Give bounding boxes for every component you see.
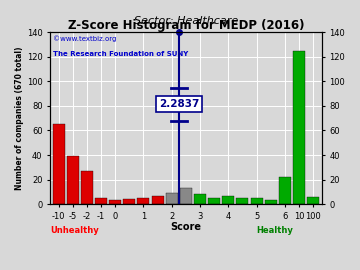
Bar — [109, 200, 121, 204]
Text: ©www.textbiz.org: ©www.textbiz.org — [53, 36, 116, 42]
Bar — [208, 198, 220, 204]
Text: Unhealthy: Unhealthy — [50, 226, 99, 235]
Bar — [53, 124, 65, 204]
Bar — [95, 198, 107, 204]
Bar — [237, 198, 248, 204]
Bar — [123, 199, 135, 204]
Bar — [180, 188, 192, 204]
Bar — [166, 193, 178, 204]
Bar — [222, 195, 234, 204]
Bar — [279, 177, 291, 204]
Bar — [152, 195, 164, 204]
Bar — [194, 194, 206, 204]
Bar — [67, 156, 79, 204]
Text: Sector: Healthcare: Sector: Healthcare — [134, 16, 238, 26]
Bar — [138, 198, 149, 204]
X-axis label: Score: Score — [170, 222, 201, 232]
Bar — [81, 171, 93, 204]
Y-axis label: Number of companies (670 total): Number of companies (670 total) — [15, 46, 24, 190]
Title: Z-Score Histogram for MEDP (2016): Z-Score Histogram for MEDP (2016) — [68, 19, 304, 32]
Text: The Research Foundation of SUNY: The Research Foundation of SUNY — [53, 51, 188, 57]
Bar — [307, 197, 319, 204]
Text: 2.2837: 2.2837 — [159, 99, 199, 109]
Text: Healthy: Healthy — [256, 226, 293, 235]
Bar — [251, 198, 262, 204]
Bar — [293, 51, 305, 204]
Bar — [265, 200, 277, 204]
